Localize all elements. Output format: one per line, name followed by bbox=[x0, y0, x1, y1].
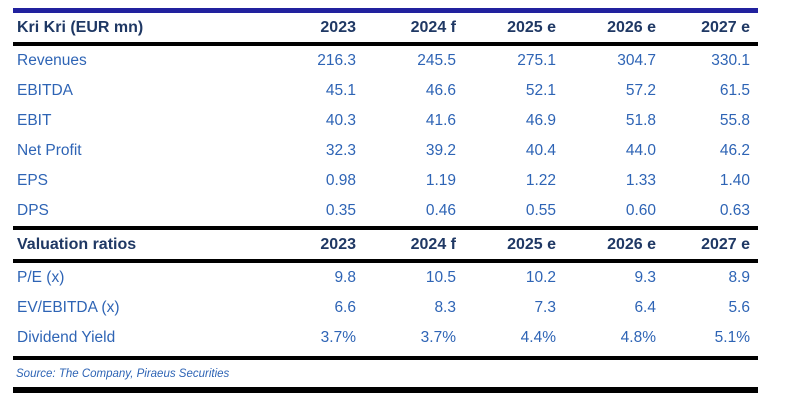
valuation-header: Valuation ratios 2023 2024 f 2025 e 2026 e 20… bbox=[13, 226, 758, 263]
value-cell: 304.7 bbox=[617, 52, 656, 69]
value-cell: 0.46 bbox=[425, 202, 456, 219]
value-cell: 5.6 bbox=[728, 299, 750, 316]
value-cell: 57.2 bbox=[625, 82, 656, 99]
financials-header: Kri Kri (EUR mn) 2023 2024 f 2025 e 2026 e 20… bbox=[13, 13, 758, 46]
value-cell: 1.19 bbox=[425, 172, 456, 189]
table-row: EPS 0.98 1.19 1.22 1.33 1.40 bbox=[13, 166, 758, 196]
value-cell: 0.60 bbox=[625, 202, 656, 219]
value-cell: 330.1 bbox=[711, 52, 750, 69]
value-cell: 5.1% bbox=[714, 329, 750, 346]
bottom-rule bbox=[13, 387, 758, 393]
value-cell: 40.3 bbox=[325, 112, 356, 129]
value-cell: 6.4 bbox=[634, 299, 656, 316]
table-row: EBIT 40.3 41.6 46.9 51.8 55.8 bbox=[13, 106, 758, 136]
value-cell: 55.8 bbox=[719, 112, 750, 129]
table-title: Kri Kri (EUR mn) bbox=[17, 18, 144, 36]
table-row: Dividend Yield 3.7% 3.7% 4.4% 4.8% 5.1% bbox=[13, 323, 758, 353]
financials-header-row: Kri Kri (EUR mn) 2023 2024 f 2025 e 2026 e 20… bbox=[13, 13, 758, 46]
value-cell: 40.4 bbox=[525, 142, 556, 159]
value-cell: 39.2 bbox=[425, 142, 456, 159]
value-cell: 2025 e bbox=[507, 235, 556, 253]
value-cell: 10.2 bbox=[525, 269, 556, 286]
value-cell: 3.7% bbox=[320, 329, 356, 346]
top-rule bbox=[13, 8, 758, 13]
value-cell: 0.55 bbox=[525, 202, 556, 219]
financials-rows: Revenues 216.3 245.5 275.1 304.7 330.1 EBITDA 4… bbox=[13, 46, 758, 226]
row-label: Dividend Yield bbox=[17, 329, 116, 346]
value-cell: 2024 f bbox=[410, 18, 456, 36]
row-label: DPS bbox=[17, 202, 49, 219]
value-cell: 2023 bbox=[320, 235, 356, 253]
value-cell: 7.3 bbox=[534, 299, 556, 316]
value-cell: 46.6 bbox=[425, 82, 456, 99]
value-cell: 2025 e bbox=[507, 18, 556, 36]
value-cell: 45.1 bbox=[325, 82, 356, 99]
value-cell: 8.9 bbox=[728, 269, 750, 286]
value-cell: 3.7% bbox=[420, 329, 456, 346]
value-cell: 275.1 bbox=[517, 52, 556, 69]
value-cell: 51.8 bbox=[625, 112, 656, 129]
value-cell: 61.5 bbox=[719, 82, 750, 99]
table-row: DPS 0.35 0.46 0.55 0.60 0.63 bbox=[13, 196, 758, 226]
value-cell: 52.1 bbox=[525, 82, 556, 99]
value-cell: 0.98 bbox=[325, 172, 356, 189]
table-row: EBITDA 45.1 46.6 52.1 57.2 61.5 bbox=[13, 76, 758, 106]
table-row: Net Profit 32.3 39.2 40.4 44.0 46.2 bbox=[13, 136, 758, 166]
source-note: Source: The Company, Piraeus Securities bbox=[16, 367, 230, 380]
row-label: Net Profit bbox=[17, 142, 82, 159]
table-row: Revenues 216.3 245.5 275.1 304.7 330.1 bbox=[13, 46, 758, 76]
value-cell: 44.0 bbox=[625, 142, 656, 159]
row-label: EBITDA bbox=[17, 82, 73, 99]
value-cell: 1.33 bbox=[625, 172, 656, 189]
value-cell: 9.3 bbox=[634, 269, 656, 286]
value-cell: 32.3 bbox=[325, 142, 356, 159]
row-label: Revenues bbox=[17, 52, 87, 69]
value-cell: 2024 f bbox=[410, 235, 456, 253]
value-cell: 4.4% bbox=[520, 329, 556, 346]
financials-table: Kri Kri (EUR mn) 2023 2024 f 2025 e 2026 e 20… bbox=[13, 8, 758, 393]
row-label: EPS bbox=[17, 172, 49, 189]
value-cell: 9.8 bbox=[334, 269, 356, 286]
value-cell: 2023 bbox=[320, 18, 356, 36]
value-cell: 4.8% bbox=[620, 329, 656, 346]
value-cell: 10.5 bbox=[425, 269, 456, 286]
valuation-rows: P/E (x) 9.8 10.5 10.2 9.3 8.9 EV/EBITDA (x) 6.6… bbox=[13, 263, 758, 353]
value-cell: 1.22 bbox=[525, 172, 556, 189]
valuation-header-row: Valuation ratios 2023 2024 f 2025 e 2026 e 20… bbox=[13, 226, 758, 263]
value-cell: 46.2 bbox=[719, 142, 750, 159]
value-cell: 1.40 bbox=[719, 172, 750, 189]
value-cell: 245.5 bbox=[417, 52, 456, 69]
value-cell: 2026 e bbox=[607, 18, 656, 36]
value-cell: 0.63 bbox=[719, 202, 750, 219]
source-row: Source: The Company, Piraeus Securities bbox=[13, 356, 758, 387]
valuation-title: Valuation ratios bbox=[17, 235, 137, 253]
row-label: P/E (x) bbox=[17, 269, 65, 286]
value-cell: 2026 e bbox=[607, 235, 656, 253]
row-label: EBIT bbox=[17, 112, 52, 129]
table-row: EV/EBITDA (x) 6.6 8.3 7.3 6.4 5.6 bbox=[13, 293, 758, 323]
value-cell: 6.6 bbox=[334, 299, 356, 316]
value-cell: 2027 e bbox=[701, 18, 750, 36]
row-label: EV/EBITDA (x) bbox=[17, 299, 120, 316]
value-cell: 41.6 bbox=[425, 112, 456, 129]
value-cell: 2027 e bbox=[701, 235, 750, 253]
value-cell: 8.3 bbox=[434, 299, 456, 316]
value-cell: 46.9 bbox=[525, 112, 556, 129]
value-cell: 216.3 bbox=[317, 52, 356, 69]
value-cell: 0.35 bbox=[325, 202, 356, 219]
table-row: P/E (x) 9.8 10.5 10.2 9.3 8.9 bbox=[13, 263, 758, 293]
